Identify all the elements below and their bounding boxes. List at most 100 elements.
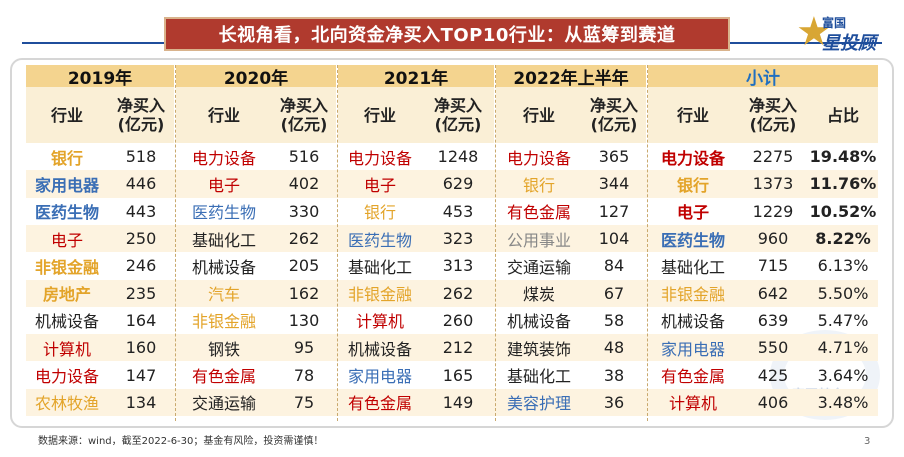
share-value: 11.76% <box>809 174 877 194</box>
star-icon: ★ <box>796 9 832 55</box>
industry-name: 有色金属 <box>191 367 256 387</box>
col-header-industry: 行业 <box>26 87 108 143</box>
net-buy-value: 235 <box>125 283 157 303</box>
industry-name: 基础化工 <box>660 257 725 277</box>
net-buy-value: 58 <box>603 310 625 330</box>
industry-name: 交通运输 <box>506 257 571 277</box>
net-buy-value: 960 <box>757 229 789 249</box>
net-buy-value: 162 <box>288 283 320 303</box>
net-buy-value: 639 <box>757 310 789 330</box>
industry-name: 机械设备 <box>347 339 412 359</box>
industry-name: 机械设备 <box>191 257 256 277</box>
row-background <box>26 170 878 198</box>
col-header-industry: 行业 <box>338 87 422 143</box>
logo-line1: 富国 <box>822 16 847 30</box>
net-buy-value: 127 <box>598 201 630 221</box>
industry-name: 计算机 <box>42 339 91 359</box>
industry-name: 银行 <box>50 148 83 168</box>
year-header: 2019年 <box>26 65 174 89</box>
net-buy-value: 2275 <box>752 147 794 167</box>
industry-name: 电力设备 <box>347 148 412 168</box>
col-header-industry: 行业 <box>176 87 272 143</box>
net-buy-value: 246 <box>125 256 157 276</box>
col-header-share: 占比 <box>808 87 878 143</box>
net-buy-value: 104 <box>598 229 630 249</box>
industry-name: 电力设备 <box>34 367 99 387</box>
net-buy-value: 330 <box>288 201 320 221</box>
share-value: 19.48% <box>809 147 877 167</box>
net-buy-value: 78 <box>293 365 315 385</box>
net-buy-value: 147 <box>125 365 157 385</box>
industry-name: 医药生物 <box>660 230 725 250</box>
table-frame <box>10 58 894 428</box>
row-background <box>26 224 878 253</box>
share-value: 8.22% <box>815 229 871 249</box>
industry-name: 基础化工 <box>191 230 256 250</box>
net-buy-value: 715 <box>757 256 789 276</box>
net-buy-value: 516 <box>288 147 320 167</box>
net-buy-value: 212 <box>442 338 474 358</box>
industry-name: 电力设备 <box>191 148 256 168</box>
industry-name: 银行 <box>676 175 709 195</box>
industry-name: 非银金融 <box>34 257 99 277</box>
net-buy-value: 443 <box>125 201 157 221</box>
net-buy-value: 453 <box>442 201 474 221</box>
industry-name: 电力设备 <box>506 148 571 168</box>
net-buy-value: 446 <box>125 174 157 194</box>
share-value: 5.50% <box>817 283 869 303</box>
net-buy-value: 134 <box>125 392 157 412</box>
net-buy-value: 262 <box>442 283 474 303</box>
share-value: 10.52% <box>809 201 877 221</box>
industry-name: 公用事业 <box>506 230 571 250</box>
year-header: 2022年上半年 <box>496 65 646 89</box>
industry-name: 电力设备 <box>660 148 725 168</box>
share-value: 4.71% <box>817 338 869 358</box>
industry-name: 汽车 <box>207 285 240 305</box>
column-separator <box>647 65 649 421</box>
net-buy-value: 550 <box>757 338 789 358</box>
net-buy-value: 262 <box>288 229 320 249</box>
industry-name: 钢铁 <box>207 339 240 359</box>
industry-name: 美容护理 <box>506 394 571 414</box>
net-buy-value: 38 <box>603 365 625 385</box>
share-value: 3.48% <box>817 392 869 412</box>
brand-logo: ★ 富国 星投顾 <box>796 10 891 60</box>
industry-name: 基础化工 <box>347 257 412 277</box>
industry-name: 农林牧渔 <box>34 394 99 414</box>
col-header-amount: 净买入 (亿元) <box>582 87 646 143</box>
col-header-amount: 净买入 (亿元) <box>108 87 174 143</box>
net-buy-value: 425 <box>757 365 789 385</box>
net-buy-value: 160 <box>125 338 157 358</box>
column-separator <box>337 65 339 421</box>
footer-note: 数据来源：wind，截至2022-6-30；基金有风险，投资需谨慎！ <box>38 436 324 447</box>
industry-name: 电子 <box>676 203 709 223</box>
industry-name: 非银金融 <box>191 312 256 332</box>
net-buy-value: 36 <box>603 392 625 412</box>
industry-name: 基础化工 <box>506 367 571 387</box>
net-buy-value: 406 <box>757 392 789 412</box>
net-buy-value: 205 <box>288 256 320 276</box>
col-header-amount: 净买入 (亿元) <box>272 87 336 143</box>
net-buy-value: 313 <box>442 256 474 276</box>
industry-name: 房地产 <box>42 285 91 305</box>
industry-name: 医药生物 <box>34 203 99 223</box>
col-header-amount: 净买入 (亿元) <box>422 87 494 143</box>
page-number: 3 <box>864 436 871 447</box>
industry-name: 机械设备 <box>506 312 571 332</box>
industry-name: 非银金融 <box>347 285 412 305</box>
net-buy-value: 1229 <box>752 201 794 221</box>
industry-name: 电子 <box>363 175 396 195</box>
col-header-industry: 行业 <box>648 87 738 143</box>
net-buy-value: 1373 <box>752 174 794 194</box>
industry-name: 有色金属 <box>506 203 571 223</box>
logo-line2: 星投顾 <box>822 33 876 54</box>
industry-name: 家用电器 <box>660 339 725 359</box>
row-background <box>26 388 878 416</box>
net-buy-value: 149 <box>442 392 474 412</box>
industry-name: 非银金融 <box>660 285 725 305</box>
industry-name: 医药生物 <box>347 230 412 250</box>
net-buy-value: 250 <box>125 229 157 249</box>
industry-name: 有色金属 <box>347 394 412 414</box>
col-header-amount: 净买入 (亿元) <box>738 87 808 143</box>
industry-name: 机械设备 <box>34 312 99 332</box>
